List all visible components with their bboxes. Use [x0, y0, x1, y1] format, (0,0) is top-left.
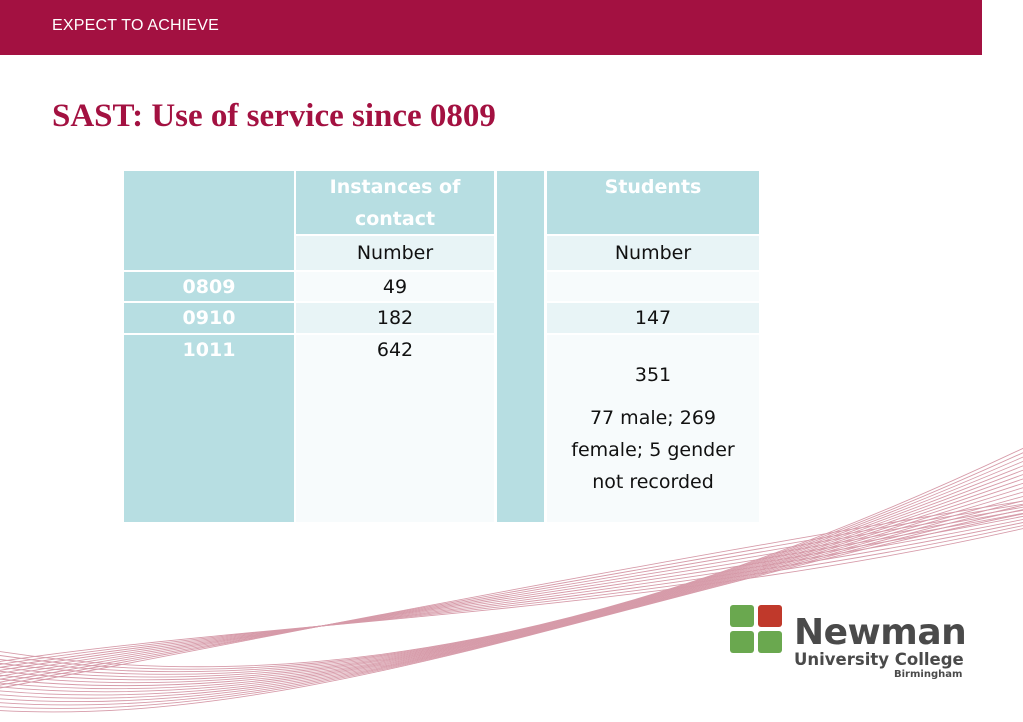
wave-line — [0, 503, 1023, 686]
subheader-number-students-label: Number — [614, 242, 692, 264]
table-gap-column — [497, 171, 544, 522]
cell-instances-1011: 642 — [296, 335, 494, 522]
wave-line — [0, 482, 1023, 690]
logo-square-bottom-right — [758, 631, 782, 653]
logo-square-top-right — [758, 605, 782, 627]
wave-line — [0, 491, 1023, 696]
cell-students-0809 — [547, 272, 759, 301]
wave-line — [0, 512, 1023, 677]
header-banner: EXPECT TO ACHIEVE — [0, 0, 982, 55]
logo-city: Birmingham — [894, 669, 963, 680]
column-header-instances: Instances of contact — [296, 171, 494, 234]
row-year-0809: 0809 — [182, 275, 236, 298]
row-year-0910: 0910 — [182, 307, 236, 329]
wave-line — [0, 528, 1023, 662]
value-instances-0809: 49 — [382, 275, 408, 298]
value-instances-1011: 642 — [376, 339, 414, 361]
column-header-instances-label: Instances of contact — [329, 175, 461, 230]
subheader-number-students: Number — [547, 236, 759, 270]
wave-line — [0, 509, 1023, 709]
wave-line — [0, 465, 1023, 678]
table-corner-cell — [124, 171, 294, 270]
cell-students-0910: 147 — [547, 303, 759, 333]
wave-line — [0, 513, 1023, 713]
wave-line — [0, 447, 1023, 668]
wave-line — [0, 474, 1023, 684]
logo-square-top-left — [730, 605, 754, 627]
banner-text: EXPECT TO ACHIEVE — [52, 17, 220, 34]
row-year-1011: 1011 — [182, 339, 236, 361]
logo-subtitle: University College — [794, 650, 964, 669]
wave-line — [0, 504, 1023, 706]
cell-students-1011: 351 77 male; 269 female; 5 gender not re… — [547, 335, 759, 522]
subheader-number-instances-label: Number — [356, 242, 434, 264]
row-header-1011: 1011 — [124, 335, 294, 522]
value-students-1011: 351 — [634, 363, 672, 386]
wave-line — [0, 525, 1023, 665]
column-header-students-label: Students — [604, 176, 702, 198]
subheader-number-instances: Number — [296, 236, 494, 270]
value-students-0910: 147 — [634, 307, 672, 329]
wave-line — [0, 515, 1023, 674]
value-instances-0910: 182 — [376, 307, 414, 329]
row-header-0910: 0910 — [124, 303, 294, 333]
wave-line — [0, 522, 1023, 668]
cell-instances-0910: 182 — [296, 303, 494, 333]
wave-line — [0, 452, 1023, 670]
newman-logo: Newman University College Birmingham — [730, 603, 980, 683]
wave-line — [0, 506, 1023, 683]
wave-line — [0, 460, 1023, 675]
row-header-0809: 0809 — [124, 272, 294, 301]
slide-title: SAST: Use of service since 0809 — [52, 98, 496, 134]
wave-line — [0, 509, 1023, 680]
students-gender-note: 77 male; 269 female; 5 gender not record… — [571, 406, 735, 493]
logo-wordmark: Newman — [794, 612, 967, 653]
wave-line — [0, 500, 1023, 689]
logo-square-bottom-left — [730, 631, 754, 653]
wave-line — [0, 500, 1023, 703]
wave-line — [0, 456, 1023, 673]
wave-line — [0, 518, 1023, 671]
cell-instances-0809: 49 — [296, 272, 494, 301]
column-header-students: Students — [547, 171, 759, 234]
